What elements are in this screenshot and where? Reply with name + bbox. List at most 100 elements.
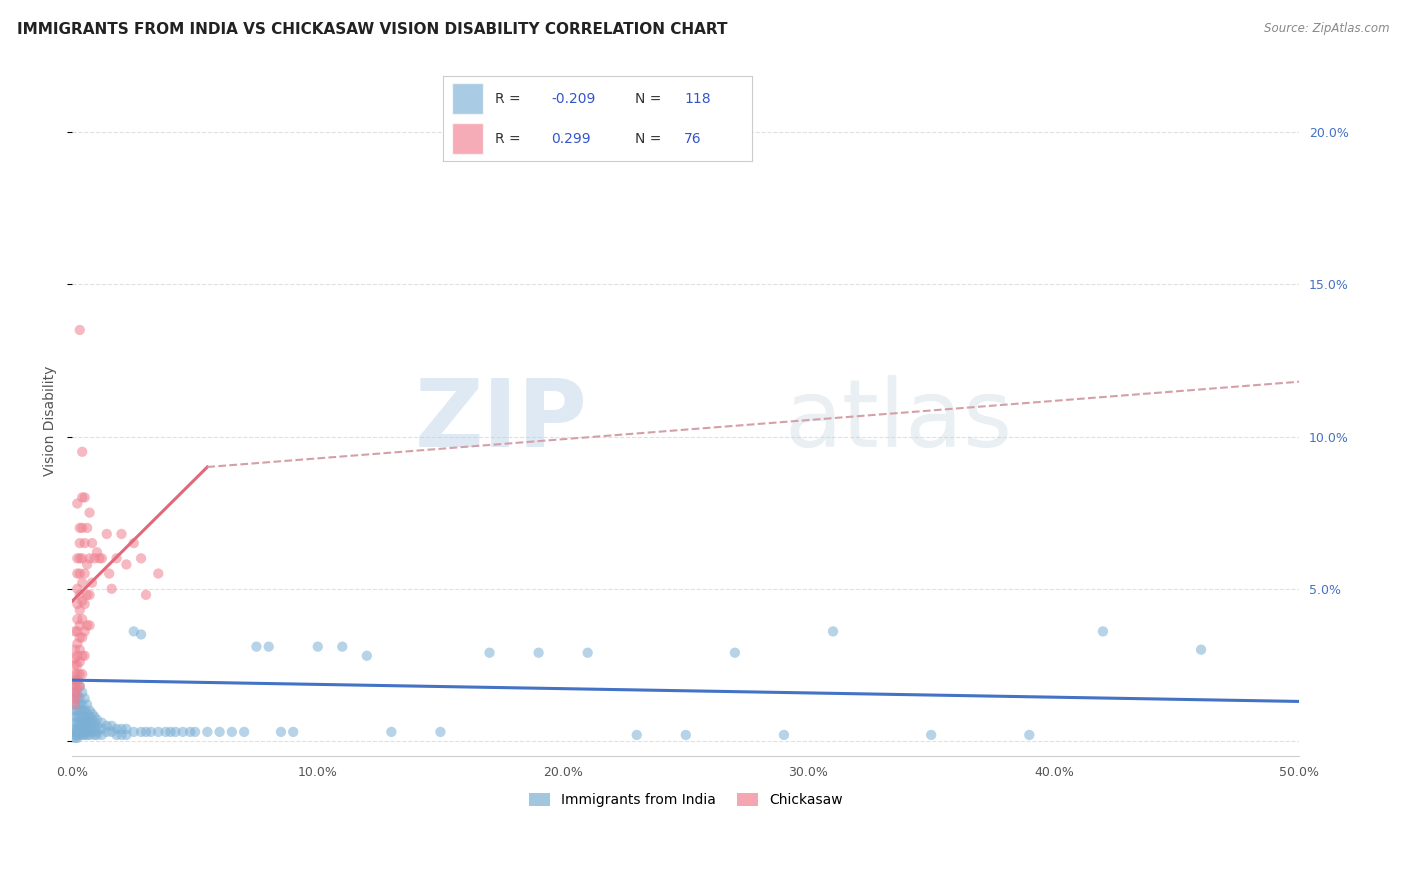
Point <box>100 582 122 596</box>
Point <box>66 698 89 712</box>
Point <box>73 704 96 718</box>
Point <box>79 709 101 723</box>
Point <box>69 691 91 706</box>
Point <box>80 536 103 550</box>
Point <box>129 725 152 739</box>
Point <box>66 709 89 723</box>
Point <box>70 704 93 718</box>
Point <box>76 698 98 712</box>
Text: R =: R = <box>495 131 530 145</box>
Point <box>69 709 91 723</box>
Point <box>63 731 86 745</box>
Point <box>76 725 98 739</box>
Text: N =: N = <box>634 92 665 105</box>
Point <box>70 698 93 712</box>
Point <box>159 725 181 739</box>
Point <box>115 722 138 736</box>
Point <box>73 491 96 505</box>
Point <box>98 566 121 581</box>
FancyBboxPatch shape <box>453 123 484 153</box>
Point <box>165 725 187 739</box>
Point <box>135 725 157 739</box>
Point <box>73 624 96 639</box>
Point <box>195 725 218 739</box>
Point <box>63 657 86 672</box>
Point <box>70 728 93 742</box>
Point <box>110 527 132 541</box>
Point <box>79 506 101 520</box>
Point <box>179 725 201 739</box>
Point <box>63 698 86 712</box>
Point <box>73 566 96 581</box>
Point <box>79 588 101 602</box>
Point <box>73 648 96 663</box>
Point <box>1189 642 1212 657</box>
Point <box>80 725 103 739</box>
Point <box>330 640 353 654</box>
Point <box>122 536 145 550</box>
Point <box>83 551 105 566</box>
Point <box>283 725 305 739</box>
Point <box>527 646 550 660</box>
Point <box>66 648 89 663</box>
Point <box>69 719 91 733</box>
Point <box>90 551 112 566</box>
Point <box>96 725 118 739</box>
Point <box>69 631 91 645</box>
Point <box>63 704 86 718</box>
Point <box>76 713 98 727</box>
Text: Source: ZipAtlas.com: Source: ZipAtlas.com <box>1264 22 1389 36</box>
Point <box>69 728 91 742</box>
Point <box>66 624 89 639</box>
Point <box>63 652 86 666</box>
Point <box>69 642 91 657</box>
Point <box>79 704 101 718</box>
Point <box>63 673 86 687</box>
Point <box>129 627 152 641</box>
Point <box>69 551 91 566</box>
Point <box>115 558 138 572</box>
Point <box>76 728 98 742</box>
Point <box>66 551 89 566</box>
Point <box>69 566 91 581</box>
Point <box>105 728 128 742</box>
Point <box>69 679 91 693</box>
Point <box>63 679 86 693</box>
Point <box>155 725 177 739</box>
Point <box>86 713 108 727</box>
Point <box>66 566 89 581</box>
Point <box>724 646 747 660</box>
Point <box>110 722 132 736</box>
Point <box>307 640 329 654</box>
Point <box>73 691 96 706</box>
Point <box>69 618 91 632</box>
Text: ZIP: ZIP <box>415 376 588 467</box>
Point <box>69 655 91 669</box>
Point <box>69 536 91 550</box>
Point <box>69 679 91 693</box>
Point <box>66 725 89 739</box>
Point <box>69 715 91 730</box>
Point <box>79 715 101 730</box>
Point <box>66 667 89 681</box>
Point <box>63 715 86 730</box>
Point <box>69 667 91 681</box>
Point <box>66 496 89 510</box>
Point <box>79 618 101 632</box>
Point <box>76 558 98 572</box>
Point <box>1018 728 1040 742</box>
Point <box>86 545 108 559</box>
Point <box>63 728 86 742</box>
Text: 76: 76 <box>685 131 702 145</box>
Point <box>70 648 93 663</box>
Point <box>73 728 96 742</box>
Text: -0.209: -0.209 <box>551 92 596 105</box>
Point <box>184 725 207 739</box>
Point <box>105 722 128 736</box>
Point <box>96 719 118 733</box>
Point <box>356 648 378 663</box>
Point <box>129 551 152 566</box>
Point <box>79 722 101 736</box>
Point <box>80 706 103 721</box>
Point <box>73 719 96 733</box>
